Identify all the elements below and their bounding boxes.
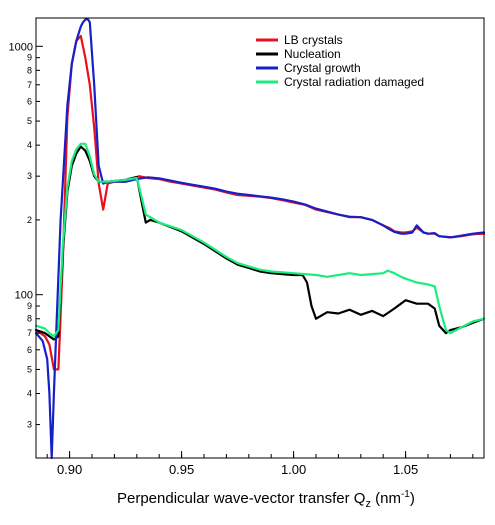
- x-axis-label-main: Perpendicular wave-vector transfer Q: [117, 490, 365, 507]
- legend-label-nucleation: Nucleation: [284, 47, 341, 61]
- y-minor-tick-label: 9: [27, 301, 32, 311]
- x-tick-label: 0.95: [169, 462, 194, 477]
- x-tick-label: 1.05: [393, 462, 418, 477]
- x-tick-label: 0.90: [57, 462, 82, 477]
- series-line-crystal-growth: [34, 17, 486, 460]
- y-tick-marks: [36, 45, 43, 426]
- x-tick-labels: 0.90 0.95 1.00 1.05: [57, 462, 418, 477]
- y-minor-tick-label: 6: [27, 345, 32, 355]
- series-line-crystal-radiation-damaged: [34, 142, 486, 338]
- y-minor-tick-label: 7: [27, 328, 32, 338]
- legend: LB crystals Nucleation Crystal growth Cr…: [256, 33, 424, 89]
- y-minor-tick-label: 4: [27, 389, 32, 399]
- series-line-nucleation: [34, 145, 486, 341]
- y-minor-tick-label: 2: [27, 215, 32, 225]
- y-tick-label: 100: [15, 290, 33, 302]
- y-minor-tick-label: 7: [27, 80, 32, 90]
- y-minor-tick-label: 3: [27, 171, 32, 181]
- y-minor-tick-label: 8: [27, 314, 32, 324]
- x-tick-label: 1.00: [281, 462, 306, 477]
- legend-label-crystal-radiation-damaged: Crystal radiation damaged: [284, 75, 424, 89]
- x-tick-marks: [46, 451, 474, 458]
- x-axis-label-unit-open: (nm: [371, 490, 401, 507]
- x-axis-label: Perpendicular wave-vector transfer Qz (n…: [117, 489, 415, 510]
- y-minor-tick-label: 6: [27, 96, 32, 106]
- y-minor-tick-label: 5: [27, 364, 32, 374]
- y-minor-tick-label: 9: [27, 53, 32, 63]
- y-tick-labels: 100 1000 3 4 5 6 7 8 9 2 3 4 5 6 7 8 9: [9, 41, 33, 429]
- y-minor-tick-label: 8: [27, 65, 32, 75]
- legend-label-lb-crystals: LB crystals: [284, 33, 343, 47]
- y-minor-tick-label: 3: [27, 420, 32, 430]
- x-axis-label-unit-close: ): [410, 490, 415, 507]
- x-axis-label-unit-sup: -1: [401, 489, 410, 500]
- legend-label-crystal-growth: Crystal growth: [284, 61, 361, 75]
- y-minor-tick-label: 4: [27, 140, 32, 150]
- plot-frame: [35, 17, 485, 459]
- y-tick-label: 1000: [9, 41, 33, 53]
- y-minor-tick-label: 5: [27, 116, 32, 126]
- series-layer: [34, 17, 486, 460]
- x-axis-label-subscript: z: [365, 498, 371, 510]
